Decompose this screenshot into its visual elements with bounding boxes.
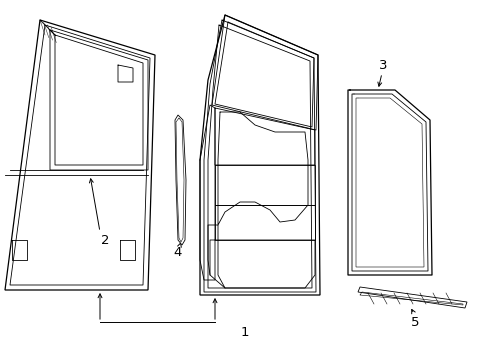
Text: 3: 3: [378, 59, 386, 72]
Text: 5: 5: [410, 315, 418, 328]
Polygon shape: [357, 287, 466, 308]
Text: 4: 4: [173, 247, 182, 260]
Text: 2: 2: [101, 234, 109, 247]
Polygon shape: [200, 15, 319, 295]
Polygon shape: [175, 115, 185, 245]
Polygon shape: [5, 20, 155, 290]
Text: 1: 1: [240, 325, 249, 338]
